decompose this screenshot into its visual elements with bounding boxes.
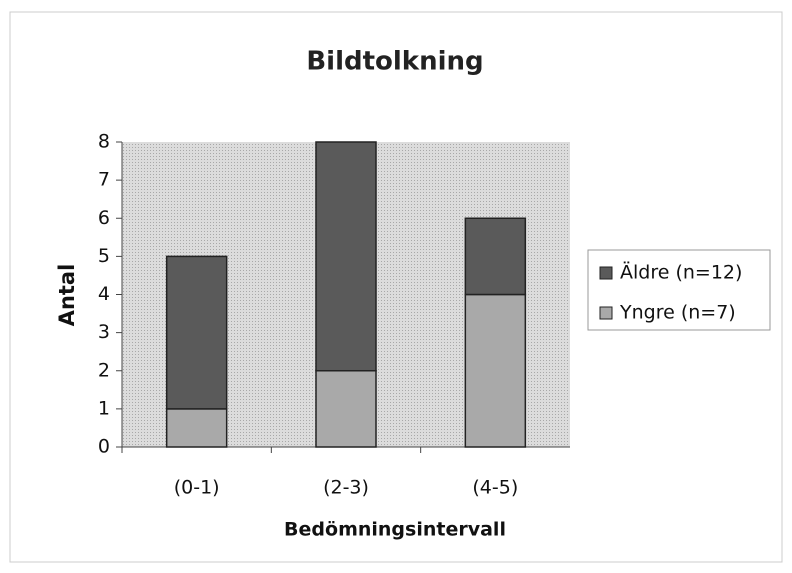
y-tick-label: 6 [98, 207, 110, 229]
y-tick-label: 3 [98, 321, 110, 343]
y-axis-title: Antal [55, 264, 79, 327]
y-tick-label: 1 [98, 397, 110, 419]
bar-segment [315, 141, 377, 372]
y-tick-label: 4 [98, 283, 110, 305]
x-axis-title: Bedömningsintervall [284, 519, 506, 541]
legend-swatch [599, 266, 613, 280]
bar-segment [165, 255, 228, 410]
legend-swatch [599, 306, 613, 320]
y-tick-label: 8 [98, 131, 110, 153]
y-tick-label: 7 [98, 169, 110, 191]
chart-title: Bildtolkning [306, 47, 483, 77]
legend-label: Yngre (n=7) [619, 302, 736, 324]
y-tick-label: 2 [98, 359, 110, 381]
bar-segment [464, 293, 527, 448]
legend-label: Äldre (n=12) [620, 261, 742, 284]
bar-segment [315, 370, 377, 448]
x-tick-label: (0-1) [174, 477, 220, 499]
x-tick-label: (2-3) [323, 477, 369, 499]
bar-segment [165, 408, 228, 448]
x-tick-label: (4-5) [472, 477, 518, 499]
y-tick-label: 0 [98, 436, 110, 458]
bar-segment [464, 217, 527, 296]
legend [587, 249, 771, 331]
y-tick-label: 5 [98, 245, 110, 267]
